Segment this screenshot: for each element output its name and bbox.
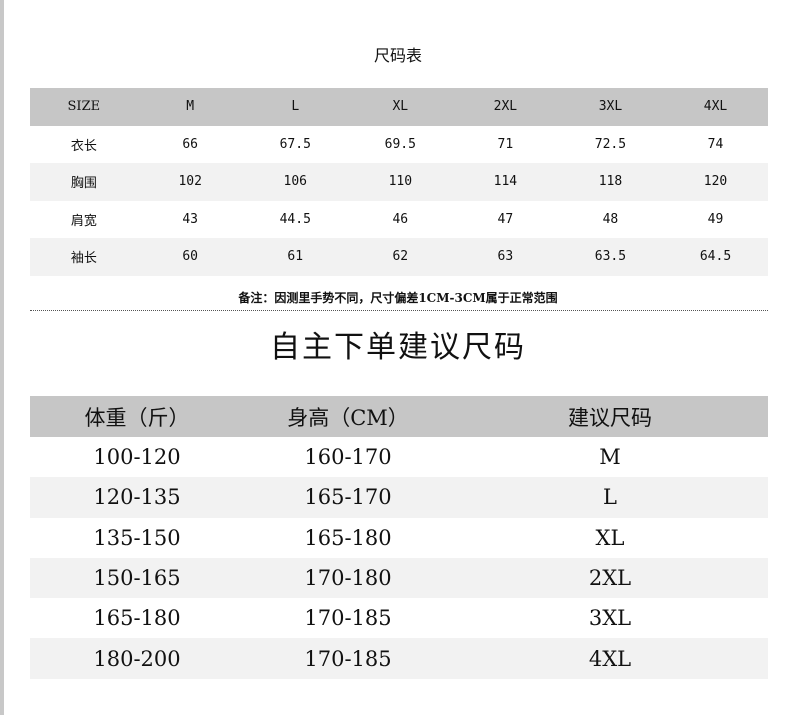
table-cell: 72.5 (594, 136, 627, 152)
table-cell: 43 (182, 211, 199, 227)
header-cell: SIZE (67, 99, 101, 115)
table-cell: 44.5 (279, 211, 311, 227)
height-cell: 165-180 (304, 525, 392, 550)
table-row: 衣长 66 67.5 69.5 71 72.5 74 (30, 126, 768, 164)
table-row: 胸围 102 106 110 114 118 120 (30, 163, 768, 201)
weight-cell: 150-165 (93, 566, 181, 591)
left-border (0, 0, 4, 715)
table-cell: 47 (497, 211, 514, 227)
note: 备注：因测里手势不同，尺寸偏差1CM-3CM属于正常范围 (238, 291, 558, 305)
header-cell: M (186, 99, 195, 115)
header-cell: 2XL (493, 99, 518, 115)
table-cell: 114 (493, 174, 518, 190)
table-row: 180-200 170-185 4XL (30, 638, 768, 679)
table-cell: 62 (392, 249, 409, 265)
height-cell: 160-170 (304, 445, 392, 470)
height-cell: 170-185 (304, 606, 392, 631)
weight-cell: 100-120 (93, 445, 181, 470)
size-chart-header-row: SIZE M L XL 2XL 3XL 4XL (30, 88, 768, 126)
table-cell: 67.5 (279, 136, 311, 152)
size-cell: 4XL (588, 646, 632, 671)
table-cell: 64.5 (699, 249, 732, 265)
table-cell: 63 (497, 249, 514, 265)
header-cell: 3XL (598, 99, 623, 115)
table-row: 135-150 165-180 XL (30, 518, 768, 558)
table-row: 肩宽 43 44.5 46 47 48 49 (30, 201, 768, 239)
table-cell: 118 (598, 174, 623, 190)
row-label: 胸围 (70, 176, 97, 192)
weight-cell: 165-180 (93, 606, 181, 631)
table-cell: 61 (287, 249, 304, 265)
table-cell: 69.5 (384, 136, 416, 152)
table-row: 120-135 165-170 L (30, 477, 768, 518)
table-cell: 74 (707, 136, 724, 152)
size-cell: 3XL (588, 606, 632, 631)
recommend-title: 自主下单建议尺码 (270, 330, 526, 365)
row-label: 衣长 (70, 138, 97, 154)
weight-cell: 120-135 (93, 485, 181, 510)
height-cell: 170-185 (304, 646, 392, 671)
table-cell: 60 (182, 249, 199, 265)
header-cell: XL (392, 99, 409, 115)
dotted-divider (30, 310, 768, 311)
table-row: 袖长 60 61 62 63 63.5 64.5 (30, 238, 768, 276)
table-cell: 71 (497, 136, 514, 152)
row-label: 袖长 (70, 251, 97, 267)
size-cell: L (603, 485, 617, 510)
weight-cell: 135-150 (93, 525, 181, 550)
header-cell: 4XL (703, 99, 728, 115)
header-cell: L (291, 99, 300, 115)
header-size: 建议尺码 (568, 405, 652, 430)
size-chart-title: 尺码表 (373, 46, 422, 65)
table-cell: 110 (388, 174, 413, 190)
header-height: 身高（CM） (287, 405, 409, 430)
recommend-table: 体重（斤） 身高（CM） 建议尺码 100-120 160-170 M 120-135… (30, 396, 768, 679)
table-cell: 106 (283, 174, 307, 190)
table-cell: 120 (703, 174, 728, 190)
weight-cell: 180-200 (93, 646, 181, 671)
height-cell: 170-180 (304, 566, 392, 591)
table-cell: 102 (178, 174, 202, 190)
table-row: 150-165 170-180 2XL (30, 557, 768, 599)
size-cell: XL (595, 525, 625, 550)
height-cell: 165-170 (304, 485, 392, 510)
table-cell: 46 (392, 211, 409, 227)
size-cell: M (599, 445, 621, 470)
table-row: 165-180 170-185 3XL (30, 598, 768, 638)
table-cell: 49 (707, 211, 724, 227)
table-row: 100-120 160-170 M (30, 437, 768, 477)
recommend-header-row: 体重（斤） 身高（CM） 建议尺码 (30, 396, 768, 437)
size-chart-table: SIZE M L XL 2XL 3XL 4XL 衣长 66 67.5 69.5 71 72… (30, 88, 768, 276)
header-weight: 体重（斤） (84, 405, 190, 430)
table-cell: 48 (602, 211, 619, 227)
row-label: 肩宽 (70, 213, 97, 229)
table-cell: 63.5 (594, 249, 627, 265)
table-cell: 66 (182, 136, 199, 152)
size-cell: 2XL (588, 566, 632, 591)
